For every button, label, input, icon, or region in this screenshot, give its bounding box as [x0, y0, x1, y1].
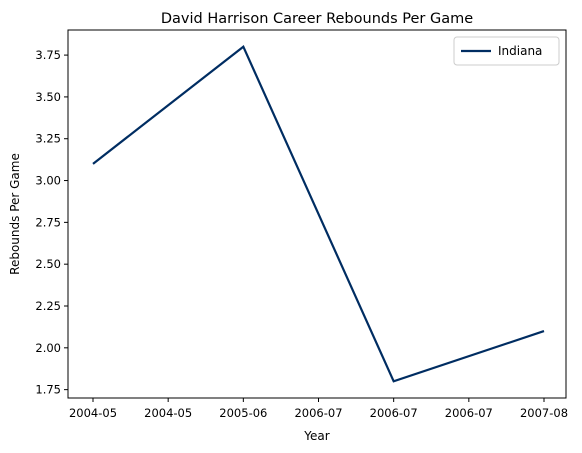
legend-label-indiana: Indiana: [498, 44, 542, 58]
x-axis-label: Year: [303, 429, 329, 443]
chart-title: David Harrison Career Rebounds Per Game: [161, 11, 473, 27]
y-tick-label: 2.50: [35, 257, 61, 271]
plot-frame: [67, 29, 567, 399]
y-tick-label: 3.25: [35, 132, 61, 146]
x-tick-label: 2004-05: [144, 406, 192, 420]
x-tick-label: 2006-07: [294, 406, 342, 420]
legend: Indiana: [453, 36, 560, 66]
x-tick-label: 2006-07: [445, 406, 493, 420]
x-tick-label: 2004-05: [69, 406, 117, 420]
x-tick-label: 2007-08: [520, 406, 568, 420]
y-tick-label: 2.75: [35, 215, 61, 229]
x-axis-ticks: 2004-05 2004-05 2005-06 2006-07 2006-07 2006-…: [69, 398, 568, 420]
plot-area: 1.75 2.00 2.25 2.50 2.75 3.00 3.25 3.50 3.75 200…: [35, 29, 568, 420]
y-tick-label: 1.75: [35, 383, 61, 397]
x-tick-label: 2006-07: [370, 406, 418, 420]
y-tick-label: 3.75: [35, 48, 61, 62]
series-layer: [92, 45, 545, 383]
y-tick-label: 2.25: [35, 299, 61, 313]
y-tick-label: 2.00: [35, 341, 61, 355]
y-tick-label: 3.50: [35, 90, 61, 104]
y-axis-label: Rebounds Per Game: [8, 153, 22, 275]
y-axis-ticks: 1.75 2.00 2.25 2.50 2.75 3.00 3.25 3.50 3.75: [35, 48, 68, 397]
y-tick-label: 3.00: [35, 174, 61, 188]
x-tick-label: 2005-06: [219, 406, 267, 420]
series-line-indiana: [92, 45, 545, 383]
legend-box: [453, 36, 560, 66]
